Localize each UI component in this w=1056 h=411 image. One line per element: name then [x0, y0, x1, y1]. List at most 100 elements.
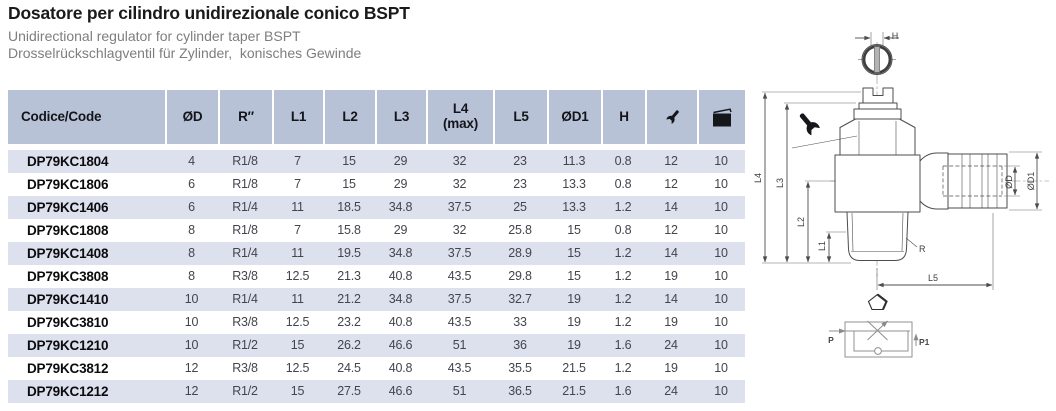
value-cell: 6 [188, 200, 195, 214]
package-icon [713, 107, 732, 126]
table-header-row: Codice/Code ØD R″ L1 L2 L3 L4 (max) L5 Ø… [8, 90, 745, 144]
value-cell: 15 [567, 246, 581, 260]
table-row: DP79KC1212 12 R1/2 15 27.5 46.6 51 36.5 21.5 1.6 2… [8, 380, 745, 403]
value-cell: R1/2 [232, 338, 258, 352]
value-cell: 1.2 [614, 200, 632, 214]
value-cell: 33 [513, 315, 527, 329]
page-header: Dosatore per cilindro unidirezionale con… [8, 3, 410, 61]
value-cell: 19 [567, 338, 581, 352]
value-cell: 32 [452, 177, 467, 191]
value-cell: 19 [664, 361, 678, 375]
value-cell: 1.6 [614, 384, 632, 398]
table-row: DP79KC1806 6 R1/8 7 15 29 32 23 13.3 0.8 12 10 [8, 173, 745, 196]
thread-callout: R [905, 237, 926, 254]
value-cell: 34.8 [388, 200, 413, 214]
value-cell: 40.8 [388, 269, 413, 283]
header-cell-wrench [645, 90, 697, 144]
value-cell: 29.8 [508, 269, 532, 283]
value-cell: 12 [184, 361, 199, 375]
code-cell: DP79KC1408 [27, 246, 109, 261]
value-cell: 34.8 [388, 246, 413, 260]
value-cell: 12.5 [285, 315, 310, 329]
value-cell: 10 [714, 361, 728, 375]
value-cell: 0.8 [614, 177, 632, 191]
table-row: DP79KC1406 6 R1/4 11 18.5 34.8 37.5 25 13.3 1.2 14… [8, 196, 745, 219]
value-cell: 10 [714, 338, 728, 352]
header-cell-code: Codice/Code [8, 90, 165, 144]
value-cell: 15 [342, 177, 356, 191]
value-cell: 24 [664, 338, 678, 352]
dimension-l5: L5 [876, 213, 994, 290]
value-cell: 51 [452, 338, 467, 352]
value-cell: 10 [714, 223, 728, 237]
header-cell-l3: L3 [375, 90, 426, 144]
table-body: DP79KC1804 4 R1/8 7 15 29 32 23 11.3 0.8 12 10 DP79K… [8, 150, 745, 403]
value-cell: 46.6 [388, 384, 413, 398]
header-cell-l5: L5 [493, 90, 547, 144]
value-cell: 14 [664, 246, 678, 260]
header-cell-od1: ØD1 [547, 90, 601, 144]
value-cell: 10 [184, 292, 199, 306]
wrench-icon [799, 113, 820, 136]
value-cell: 8 [188, 269, 195, 283]
dimensions-right: ØD ØD1 [1004, 151, 1042, 211]
code-cell: DP79KC1410 [27, 292, 109, 307]
value-cell: 12.5 [285, 269, 310, 283]
value-cell: 13.3 [562, 177, 586, 191]
label-r: R [919, 244, 926, 254]
value-cell: 15 [567, 223, 581, 237]
value-cell: 10 [184, 315, 199, 329]
header-cell-r: R″ [218, 90, 272, 144]
value-cell: R1/4 [232, 292, 258, 306]
value-cell: 43.5 [447, 269, 472, 283]
value-cell: 1.2 [614, 315, 632, 329]
value-cell: 15 [567, 269, 581, 283]
value-cell: 25 [513, 200, 527, 214]
value-cell: R3/8 [232, 269, 258, 283]
value-cell: 11 [291, 246, 304, 260]
value-cell: 11 [291, 292, 304, 306]
value-cell: 1.2 [614, 292, 632, 306]
value-cell: 8 [188, 223, 195, 237]
value-cell: 32.7 [508, 292, 532, 306]
value-cell: 15 [342, 154, 356, 168]
value-cell: 51 [452, 384, 467, 398]
subtitle-german: Drosselrückschlagventil für Zylinder, ko… [8, 44, 362, 61]
value-cell: 1.2 [614, 246, 632, 260]
value-cell: 10 [714, 200, 728, 214]
value-cell: R1/2 [232, 384, 258, 398]
value-cell: 23 [513, 154, 527, 168]
page-title: Dosatore per cilindro unidirezionale con… [8, 3, 410, 23]
table-row: DP79KC1410 10 R1/4 11 21.2 34.8 37.5 32.7 19 1.2 1… [8, 288, 745, 311]
header-cell-l1: L1 [272, 90, 323, 144]
value-cell: 1.2 [614, 361, 632, 375]
value-cell: 11 [291, 200, 304, 214]
value-cell: 46.6 [388, 338, 413, 352]
value-cell: 32 [452, 223, 467, 237]
code-cell: DP79KC1212 [27, 384, 109, 399]
value-cell: 6 [188, 177, 195, 191]
label-p1: P1 [919, 337, 930, 347]
label-od: ØD [1004, 175, 1014, 189]
value-cell: R1/8 [232, 154, 258, 168]
value-cell: 15 [290, 384, 305, 398]
value-cell: R1/4 [232, 246, 258, 260]
value-cell: 21.2 [337, 292, 361, 306]
wrench-icon [665, 109, 679, 124]
value-cell: 40.8 [388, 361, 413, 375]
value-cell: 24 [664, 384, 678, 398]
value-cell: 37.5 [447, 200, 472, 214]
value-cell: 37.5 [447, 246, 472, 260]
value-cell: 34.8 [388, 292, 413, 306]
header-cell-l2: L2 [323, 90, 375, 144]
value-cell: 15 [290, 338, 305, 352]
value-cell: 21.5 [562, 384, 586, 398]
subtitle-english: Unidirectional regulator for cylinder ta… [8, 28, 301, 44]
value-cell: 10 [714, 177, 728, 191]
value-cell: 12 [184, 384, 199, 398]
table-row: DP79KC3808 8 R3/8 12.5 21.3 40.8 43.5 29.8 15 1.2… [8, 265, 745, 288]
value-cell: 37.5 [447, 292, 472, 306]
label-od1: ØD1 [1026, 172, 1036, 191]
value-cell: 7 [294, 154, 301, 168]
